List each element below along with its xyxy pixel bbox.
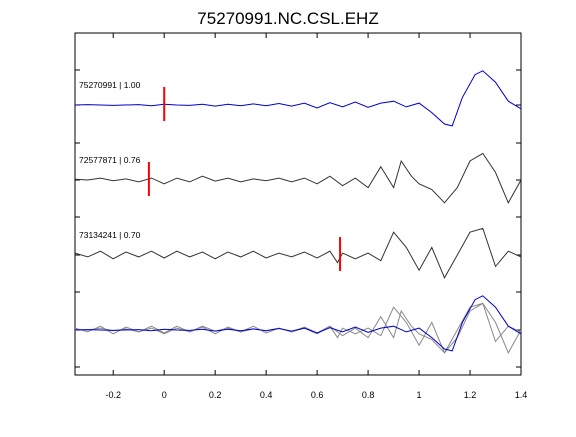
- x-tick-label: 0.8: [362, 390, 375, 400]
- trace-0-label: 75270991 | 1.00: [79, 80, 141, 90]
- trace-1-label: 72577871 | 0.76: [79, 155, 141, 165]
- chart-title: 75270991.NC.CSL.EHZ: [197, 9, 378, 28]
- x-tick-label: 0.2: [209, 390, 222, 400]
- x-tick-label: 1.4: [515, 390, 528, 400]
- trace-2-label: 73134241 | 0.70: [79, 230, 141, 240]
- x-tick-label: 1: [417, 390, 422, 400]
- trace-1-line: [74, 152, 522, 204]
- axis-ticks: -0.2 0 0.2 0.4 0.6 0.8 1 1.2 1.4: [75, 33, 527, 400]
- overlay-trace-reference: [74, 295, 522, 352]
- x-tick-label: 1.2: [464, 390, 477, 400]
- x-tick-label: 0: [162, 390, 167, 400]
- x-tick-label: 0.4: [260, 390, 273, 400]
- x-tick-label: 0.6: [311, 390, 324, 400]
- x-tick-label: -0.2: [105, 390, 121, 400]
- overlay-trace-2: [74, 302, 522, 354]
- trace-2-line: [74, 227, 522, 279]
- stacked-traces: 75270991 | 1.00 72577871 | 0.76 73134241 |…: [74, 70, 522, 279]
- trace-0-line: [74, 70, 522, 127]
- plot-frame: [74, 32, 522, 376]
- overlay-traces: [74, 295, 522, 354]
